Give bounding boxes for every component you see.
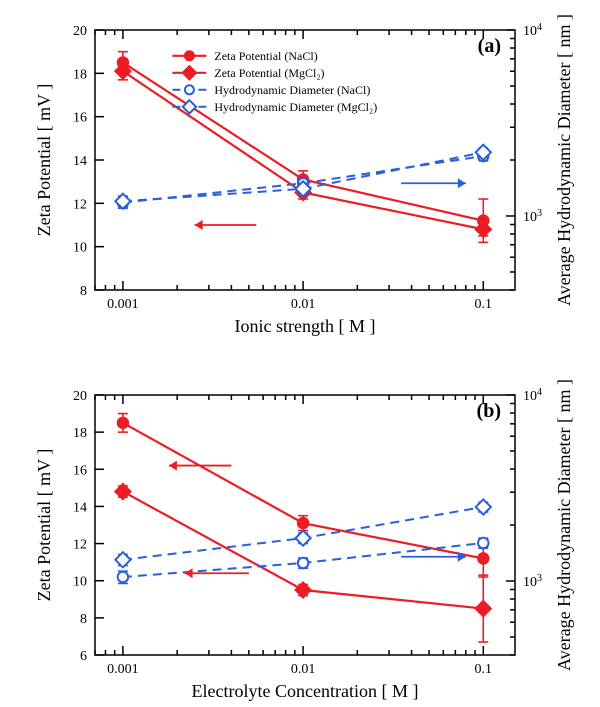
yl-tick-label: 10 (73, 241, 87, 256)
yr-tick-label: 103 (523, 572, 542, 590)
x-tick-label: 0.01 (291, 662, 316, 677)
yl-tick-label: 6 (80, 649, 87, 664)
yl-tick-label: 20 (73, 389, 87, 404)
yr-tick-label: 103 (523, 207, 542, 225)
x-axis-label: Ionic strength [ M ] (235, 316, 376, 336)
legend-entry-label: Zeta Potential (NaCl) (214, 49, 317, 63)
yl-tick-label: 16 (73, 463, 87, 478)
yr-tick-label: 104 (523, 387, 542, 405)
legend: Zeta Potential (NaCl) Zeta Potential (MgC… (172, 49, 377, 114)
legend-entry-label: Hydrodynamic Diameter (NaCl) (214, 83, 370, 97)
figure-svg: 0.001 0.01 0.1 Ionic strength [ M ] 8 10 12 14 1… (0, 0, 600, 707)
yl-tick-label: 8 (80, 284, 87, 299)
yl-axis-label: Zeta Potential [ mV ] (34, 449, 54, 602)
panel-a: 0.001 0.01 0.1 Ionic strength [ M ] 8 10 12 14 1… (34, 14, 574, 336)
legend-entry-label: Hydrodynamic Diameter (MgCl₂) (214, 100, 377, 114)
yl-tick-label: 12 (73, 197, 87, 212)
yl-tick-label: 14 (73, 500, 87, 515)
yl-tick-label: 20 (73, 24, 87, 39)
yl-tick-label: 16 (73, 111, 87, 126)
yl-tick-label: 18 (73, 67, 87, 82)
panel-label: (b) (477, 400, 501, 422)
legend-entry-label: Zeta Potential (MgCl₂) (214, 66, 324, 80)
x-axis-label: Electrolyte Concentration [ M ] (192, 681, 419, 701)
yl-tick-label: 10 (73, 575, 87, 590)
x-tick-label: 0.001 (107, 662, 139, 677)
x-tick-label: 0.01 (291, 297, 316, 312)
yr-axis-label: Average Hydrodynamic Diameter [ nm ] (554, 14, 574, 306)
x-tick-label: 0.1 (475, 297, 493, 312)
yr-tick-label: 104 (523, 22, 542, 40)
yl-tick-label: 18 (73, 426, 87, 441)
x-tick-label: 0.1 (475, 662, 493, 677)
yl-axis-label: Zeta Potential [ mV ] (34, 84, 54, 237)
x-tick-label: 0.001 (107, 297, 139, 312)
panel-b: 0.001 0.01 0.1 Electrolyte Concentration [ … (34, 379, 574, 701)
yl-tick-label: 14 (73, 154, 87, 169)
panel-label: (a) (478, 35, 501, 57)
yr-axis-label: Average Hydrodynamic Diameter [ nm ] (554, 379, 574, 671)
yl-tick-label: 8 (80, 612, 87, 627)
yl-tick-label: 12 (73, 538, 87, 553)
